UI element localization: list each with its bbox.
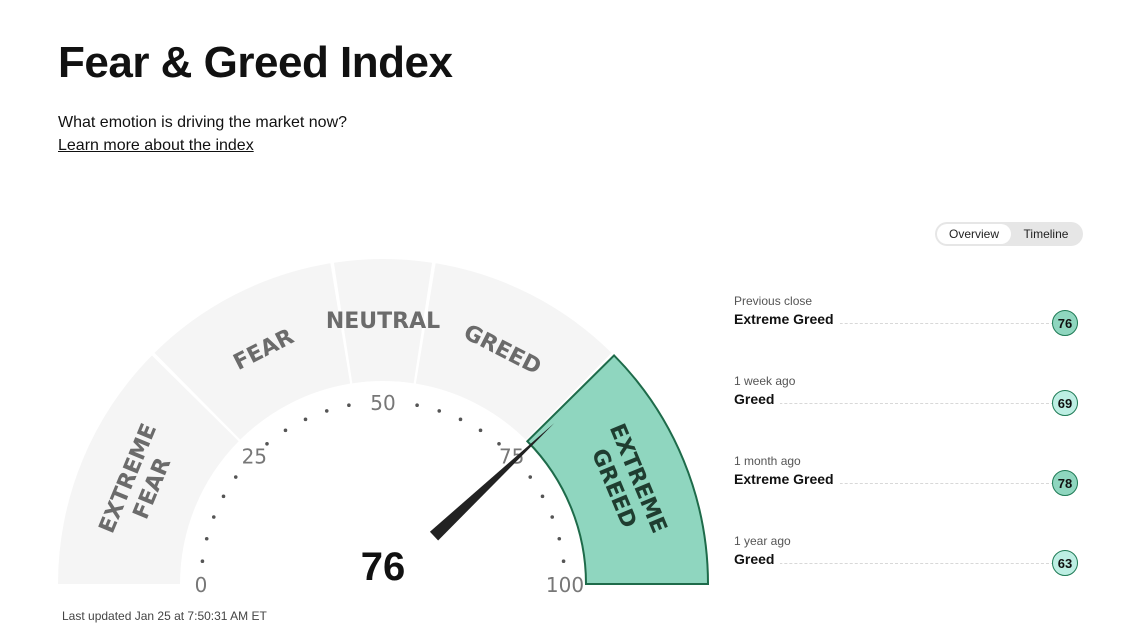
page-subtitle: What emotion is driving the market now?	[58, 114, 348, 131]
gauge-segment-fear	[154, 263, 351, 440]
gauge-tick-dot	[528, 475, 533, 479]
history-value-badge: 63	[1052, 550, 1078, 576]
gauge-tick-dot	[221, 494, 226, 499]
gauge-tick-dot	[478, 428, 483, 433]
history-value-badge: 69	[1052, 390, 1078, 416]
last-updated-text: Last updated Jan 25 at 7:50:31 AM ET	[62, 609, 267, 623]
view-toggle: Overview Timeline	[935, 222, 1083, 246]
gauge-segment-greed	[415, 263, 612, 440]
history-item-previous-close: Previous close Extreme Greed 76	[734, 286, 1084, 366]
gauge-tick-dot	[204, 536, 209, 541]
gauge-tick-dot	[561, 559, 566, 563]
history-rating: Extreme Greed	[734, 311, 840, 327]
gauge-tick-dot	[200, 559, 205, 563]
gauge-tick-dot	[283, 428, 288, 433]
gauge-tick-dot	[211, 515, 216, 519]
gauge-label-line: NEUTRAL	[326, 309, 440, 334]
tab-overview[interactable]: Overview	[937, 224, 1011, 244]
gauge-tick-dot	[497, 441, 501, 446]
gauge-label-neutral: NEUTRAL	[326, 309, 440, 334]
history-item-1-year-ago: 1 year ago Greed 63	[734, 526, 1084, 606]
history-item-1-week-ago: 1 week ago Greed 69	[734, 366, 1084, 446]
gauge-tick-dot	[458, 417, 463, 422]
gauge-segment-neutral	[333, 259, 433, 384]
gauge-tick-label: 50	[370, 391, 395, 415]
gauge-dial-face	[182, 383, 584, 584]
history-rating: Greed	[734, 391, 781, 407]
gauge-tick-dot	[437, 409, 442, 413]
history-list: Previous close Extreme Greed 76 1 week a…	[734, 286, 1084, 606]
gauge-tick-dot	[347, 403, 351, 408]
dotted-divider	[734, 483, 1054, 484]
history-rating: Greed	[734, 551, 781, 567]
history-value-badge: 76	[1052, 310, 1078, 336]
gauge-tick-dot	[233, 475, 238, 479]
gauge-tick-label: 0	[195, 573, 208, 595]
history-period-label: 1 week ago	[734, 374, 796, 388]
dotted-divider	[734, 323, 1054, 324]
dotted-divider	[734, 563, 1054, 564]
history-item-1-month-ago: 1 month ago Extreme Greed 78	[734, 446, 1084, 526]
gauge-tick-dot	[303, 417, 308, 422]
gauge-value: 76	[361, 545, 406, 589]
gauge-tick-label: 100	[546, 573, 584, 595]
gauge-tick-dot	[550, 515, 555, 519]
gauge-value-hub	[317, 518, 449, 584]
gauge-tick-dot	[415, 403, 419, 408]
history-period-label: Previous close	[734, 294, 813, 308]
tab-timeline[interactable]: Timeline	[1023, 227, 1069, 241]
dotted-divider	[734, 403, 1054, 404]
gauge-tick-dot	[540, 494, 545, 499]
learn-more-link[interactable]: Learn more about the index	[58, 137, 254, 154]
gauge-tick-dot	[265, 441, 269, 446]
page-title: Fear & Greed Index	[58, 38, 453, 87]
history-rating: Extreme Greed	[734, 471, 840, 487]
gauge-segment-extreme-fear	[58, 355, 239, 584]
gauge-segment-extreme-greed	[525, 354, 710, 585]
history-value-badge: 78	[1052, 470, 1078, 496]
gauge-tick-dot	[557, 536, 562, 541]
gauge-needle	[429, 423, 555, 541]
history-period-label: 1 month ago	[734, 454, 801, 468]
gauge-tick-label: 25	[242, 444, 267, 468]
gauge-tick-dot	[324, 409, 329, 413]
history-period-label: 1 year ago	[734, 534, 791, 548]
